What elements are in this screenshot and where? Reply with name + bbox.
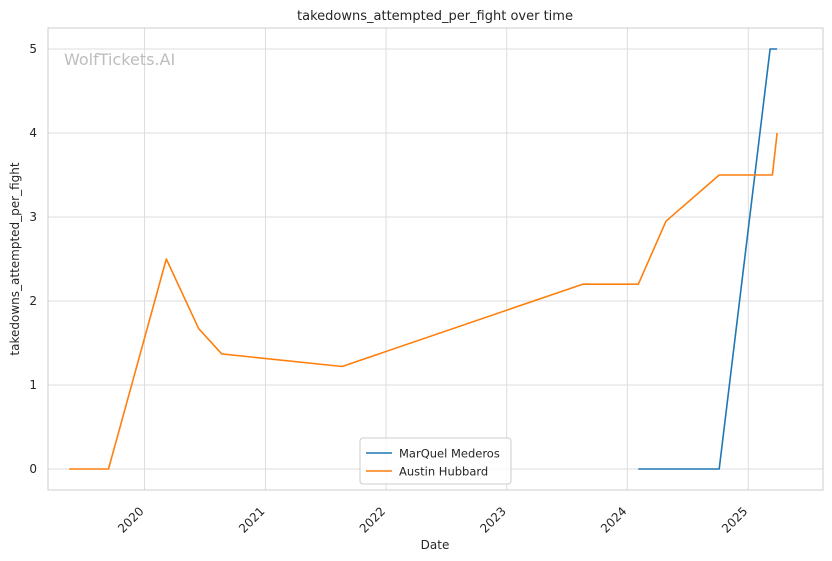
series-line-austin-hubbard — [69, 132, 778, 470]
y-tick-label: 3 — [29, 210, 37, 224]
y-axis-label: takedowns_attempted_per_fight — [8, 162, 22, 355]
y-tick-label: 4 — [29, 126, 37, 140]
chart-title: takedowns_attempted_per_fight over time — [297, 9, 573, 24]
y-tick-label: 5 — [29, 42, 37, 56]
y-tick-label: 0 — [29, 462, 37, 476]
x-axis-label: Date — [421, 538, 450, 552]
plot-frame — [47, 27, 824, 491]
legend-label-austin-hubbard: Austin Hubbard — [399, 465, 488, 479]
legend: MarQuel Mederos Austin Hubbard — [359, 437, 512, 485]
y-tick-label: 1 — [29, 378, 37, 392]
legend-box — [359, 437, 512, 485]
series-line-marquel-mederos — [638, 48, 778, 470]
legend-label-marquel-mederos: MarQuel Mederos — [399, 447, 500, 461]
watermark: WolfTickets.AI — [64, 50, 175, 69]
y-tick-label: 2 — [29, 294, 37, 308]
grid — [48, 28, 823, 490]
series-group — [69, 48, 778, 470]
